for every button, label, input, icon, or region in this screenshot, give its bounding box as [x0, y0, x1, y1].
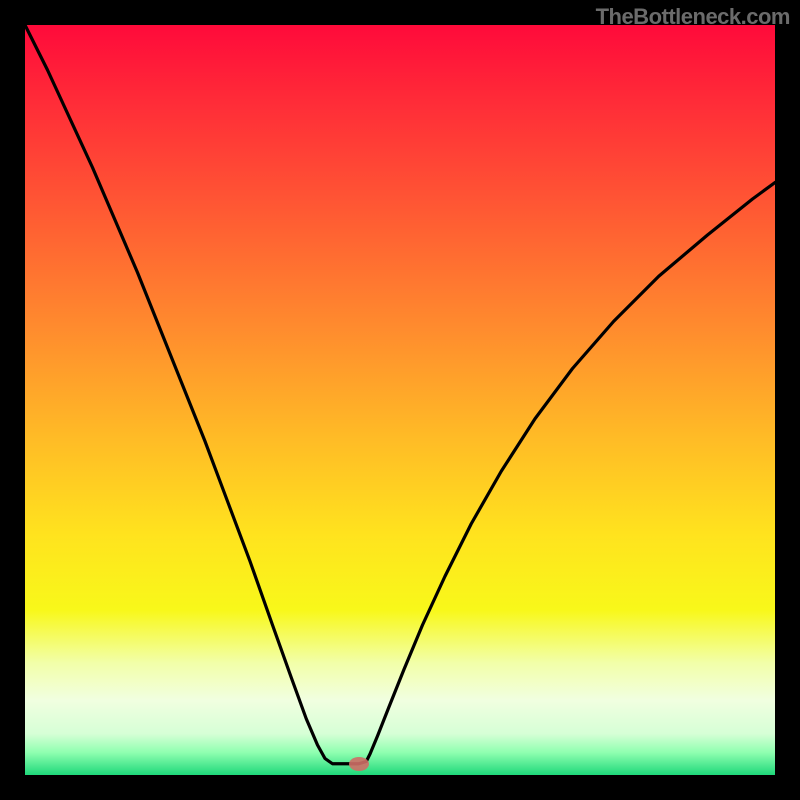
bottleneck-curve-path	[25, 25, 775, 764]
minimum-marker-icon	[349, 757, 369, 771]
watermark-text: TheBottleneck.com	[596, 4, 790, 30]
plot-area	[25, 25, 775, 775]
chart-container: TheBottleneck.com	[0, 0, 800, 800]
bottleneck-curve-svg	[25, 25, 775, 775]
